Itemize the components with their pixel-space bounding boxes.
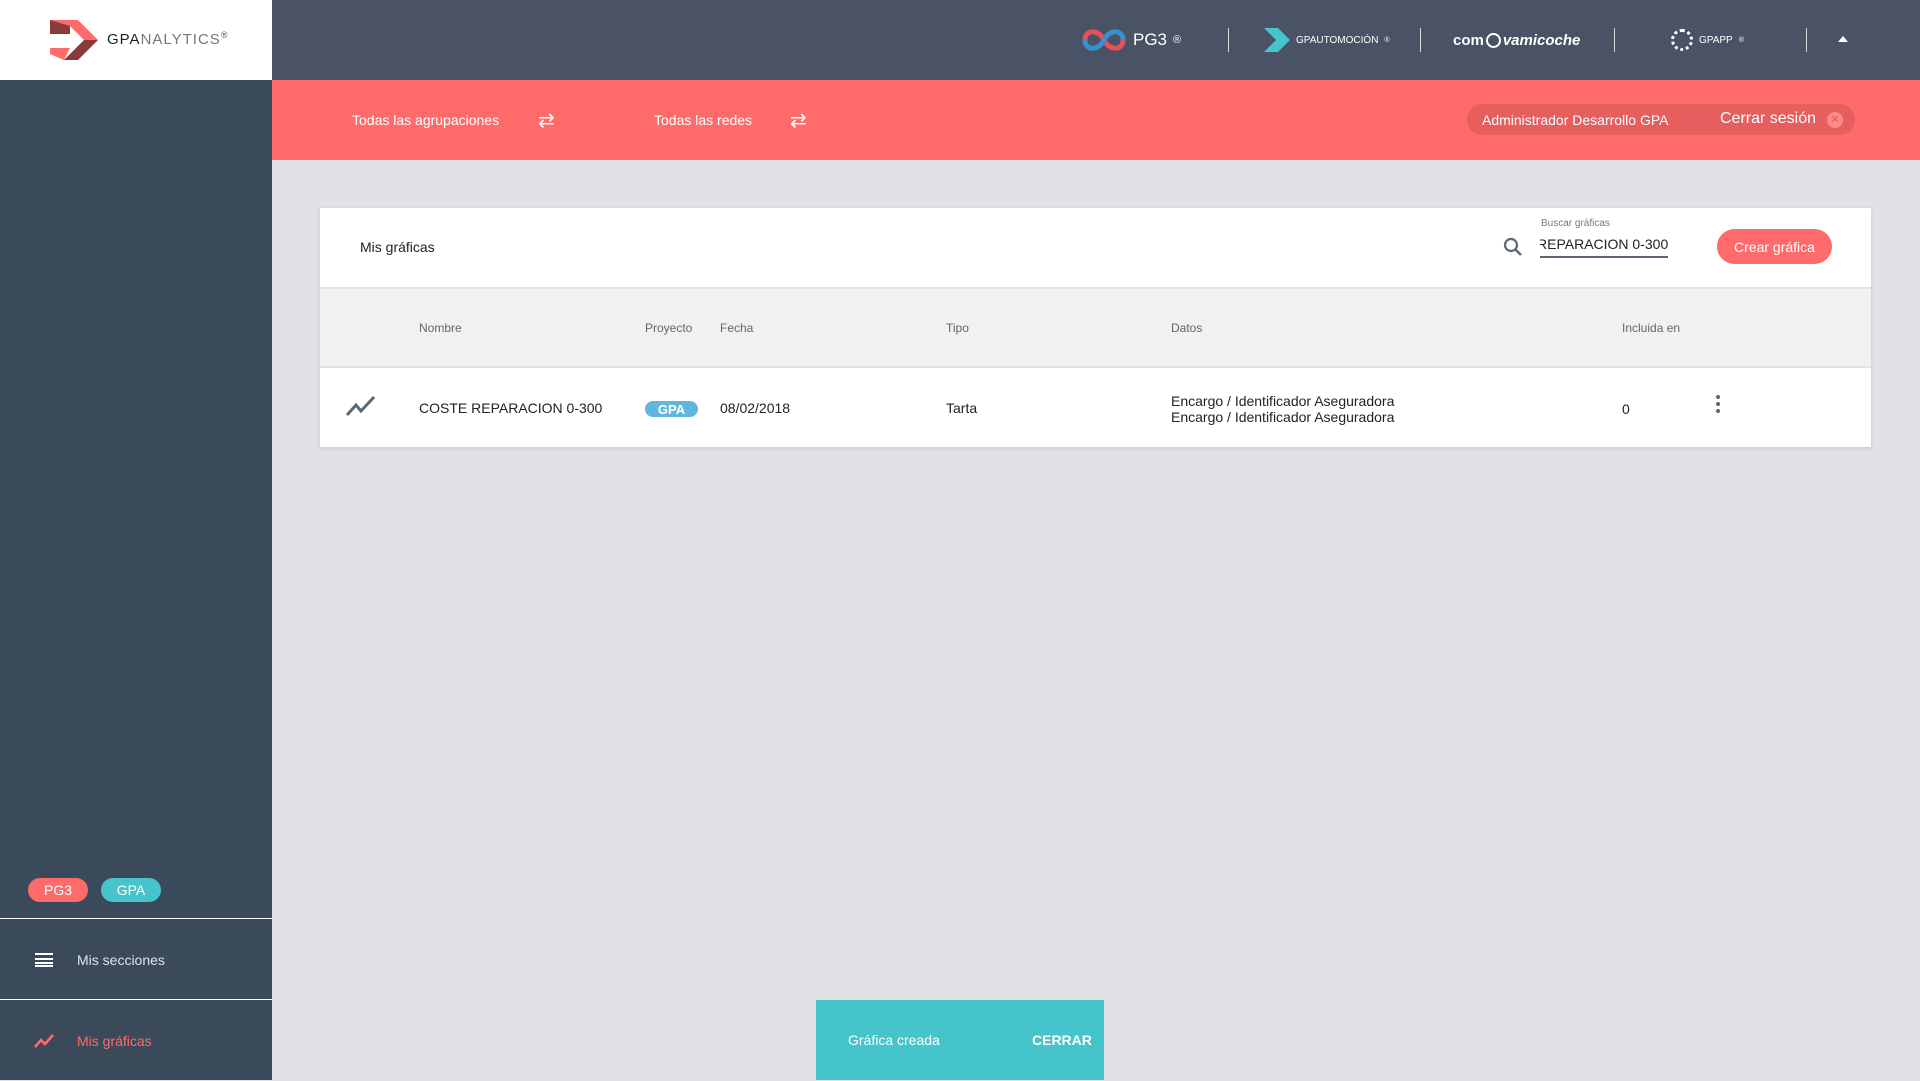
brand-label: GPAPP — [1699, 34, 1733, 46]
toast: Gráfica creada CERRAR — [816, 1000, 1104, 1080]
chart-name[interactable]: COSTE REPARACION 0-300 — [419, 400, 603, 416]
groupings-filter[interactable]: Todas las agrupaciones — [352, 112, 500, 128]
charts-card: Mis gráficas Buscar gráficas Crear gráfi… — [320, 208, 1871, 447]
brand-reg: ® — [1384, 36, 1390, 44]
list-icon — [35, 952, 53, 967]
sidebar-item-label: Mis gráficas — [77, 1032, 152, 1049]
divider — [1806, 28, 1807, 52]
brand-pg3[interactable]: PG3 ® — [1081, 0, 1181, 80]
gpapp-logo-icon — [1671, 29, 1693, 51]
included-count: 0 — [1622, 401, 1630, 417]
logout-button[interactable]: Cerrar sesión — [1720, 110, 1817, 127]
search-label: Buscar gráficas — [1541, 218, 1610, 229]
pg3-logo-icon — [1082, 29, 1126, 51]
column-header[interactable]: Incluida en — [1622, 321, 1681, 335]
data-line: Encargo / Identificador Aseguradora — [1171, 393, 1395, 409]
brand-gpautomocion[interactable]: GPAUTOMOCIÓN ® — [1264, 0, 1390, 80]
toast-message: Gráfica creada — [848, 1032, 940, 1048]
chart-type: Tarta — [946, 400, 978, 416]
sidebar-item-mis-graficas[interactable]: Mis gráficas — [0, 1000, 272, 1081]
logo-text-bold: GPA — [107, 31, 141, 48]
brand-comovamicoche[interactable]: com vamicoche — [1453, 0, 1580, 80]
user-pill: Administrador Desarrollo GPA Cerrar sesi… — [1467, 104, 1855, 135]
swap-icon[interactable]: ⇄ — [538, 110, 555, 132]
chart-date: 08/02/2018 — [720, 400, 791, 416]
divider — [0, 999, 272, 1000]
column-header[interactable]: Datos — [1171, 321, 1203, 335]
sidebar-item-mis-secciones[interactable]: Mis secciones — [0, 919, 272, 1000]
divider — [1228, 28, 1229, 52]
column-header[interactable]: Fecha — [720, 321, 754, 335]
column-header[interactable]: Tipo — [946, 321, 969, 335]
app-logo[interactable]: GPANALYTICS® — [0, 0, 272, 81]
top-bar: PG3 ® GPAUTOMOCIÓN ® com vamicoche GPAPP ® — [272, 0, 1920, 80]
line-chart-icon — [346, 395, 376, 417]
caret-up-icon[interactable] — [1838, 36, 1848, 42]
divider — [1614, 28, 1615, 52]
brand-gpapp[interactable]: GPAPP ® — [1671, 0, 1744, 80]
clock-icon — [1485, 32, 1501, 48]
chart-data: Encargo / Identificador Aseguradora Encar… — [1171, 393, 1394, 425]
search-icon[interactable] — [1503, 237, 1523, 257]
create-chart-button[interactable]: Crear gráfica — [1717, 229, 1832, 264]
more-vert-icon[interactable] — [1715, 395, 1721, 413]
brand-label: PG3 — [1133, 30, 1168, 49]
divider — [0, 918, 272, 919]
sidebar: PG3 GPA Mis secciones Mis gráficas — [0, 81, 272, 1080]
networks-filter[interactable]: Todas las redes — [654, 112, 753, 128]
brand-label: GPAUTOMOCIÓN — [1296, 34, 1379, 46]
gpautomocion-logo-icon — [1264, 28, 1290, 52]
search-input[interactable] — [1540, 232, 1668, 258]
table-row[interactable]: COSTE REPARACION 0-300 GPA 08/02/2018 Ta… — [320, 368, 1871, 447]
brand-reg: ® — [1173, 34, 1182, 46]
user-name: Administrador Desarrollo GPA — [1482, 112, 1669, 128]
logo-text-light: NALYTICS — [140, 31, 221, 48]
project-badge: GPA — [645, 401, 698, 417]
brand-label: com — [1453, 31, 1484, 49]
data-line: Encargo / Identificador Aseguradora — [1171, 409, 1395, 425]
sidebar-item-label: Mis secciones — [77, 951, 165, 968]
close-icon[interactable]: ✕ — [1827, 112, 1843, 128]
gpa-logo-icon — [50, 20, 98, 60]
badge-gpa[interactable]: GPA — [101, 878, 161, 902]
column-header[interactable]: Proyecto — [645, 321, 693, 335]
brand-reg: ® — [1738, 36, 1744, 44]
toast-close-button[interactable]: CERRAR — [1032, 1032, 1092, 1048]
table-header — [320, 287, 1871, 368]
divider — [1420, 28, 1421, 52]
swap-icon[interactable]: ⇄ — [790, 110, 807, 132]
column-header[interactable]: Nombre — [419, 321, 462, 335]
logo-reg: ® — [220, 30, 229, 40]
card-title: Mis gráficas — [360, 239, 435, 255]
badge-pg3[interactable]: PG3 — [28, 878, 88, 902]
brand-label: vamicoche — [1502, 31, 1581, 49]
trending-icon — [34, 1033, 54, 1048]
filter-bar: Todas las agrupaciones ⇄ Todas las redes… — [272, 80, 1920, 160]
